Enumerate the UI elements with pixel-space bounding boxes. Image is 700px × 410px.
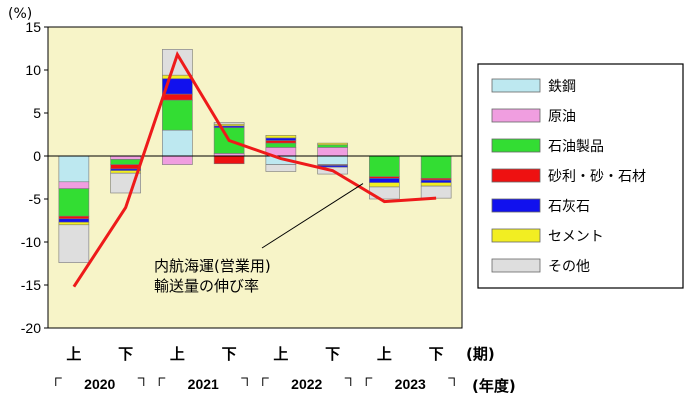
bar-segment bbox=[265, 142, 297, 148]
bar-segment bbox=[58, 218, 90, 223]
legend-label: 砂利・砂・石材 bbox=[548, 169, 646, 185]
legend-swatch bbox=[491, 168, 541, 183]
bar-segment bbox=[110, 155, 141, 160]
bracket-left bbox=[55, 377, 62, 386]
bracket-left bbox=[365, 377, 373, 386]
bar-segment bbox=[110, 159, 141, 165]
y-tick-label: 0 bbox=[33, 148, 41, 164]
legend-label: その他 bbox=[548, 259, 590, 275]
annotation-label: 内航海運(営業用) 輸送量の伸び率 bbox=[154, 257, 271, 295]
bar-segment bbox=[369, 182, 400, 188]
bar-segment bbox=[58, 215, 90, 220]
bar-segment bbox=[265, 137, 297, 141]
legend-label: 石油製品 bbox=[548, 139, 604, 155]
bar-segment bbox=[58, 188, 90, 217]
bar-segment bbox=[317, 142, 348, 146]
bar-segment bbox=[420, 179, 452, 183]
bar-segment bbox=[162, 99, 193, 131]
bar-segment bbox=[369, 178, 400, 183]
legend-swatch bbox=[491, 228, 541, 243]
y-tick-label: -20 bbox=[21, 320, 41, 336]
bar-segment bbox=[213, 155, 245, 165]
bar-segment bbox=[162, 155, 193, 165]
y-tick-label: 15 bbox=[25, 19, 41, 35]
bar-segment bbox=[317, 144, 348, 148]
bar-segment bbox=[317, 155, 348, 165]
bar-segment bbox=[420, 182, 452, 187]
x-axis: 上 下 上 下 上 下 上 下 (期) 2020 2021 2022 2023 (年度) bbox=[55, 345, 516, 395]
legend-swatch bbox=[491, 108, 541, 123]
bar-segment bbox=[58, 181, 90, 189]
x-category-label: 下 bbox=[118, 345, 133, 363]
year-bracket bbox=[262, 377, 352, 386]
year-bracket bbox=[365, 377, 455, 386]
bar-segment bbox=[213, 122, 245, 125]
bar-segment bbox=[58, 224, 90, 263]
legend-swatch bbox=[491, 198, 541, 213]
bar-segment bbox=[265, 135, 297, 139]
y-axis: 15 10 5 0 -5 -10 -15 -20 bbox=[21, 19, 48, 336]
bracket-right bbox=[448, 377, 455, 386]
y-tick-label: 10 bbox=[25, 62, 41, 78]
annotation-line: 輸送量の伸び率 bbox=[154, 277, 259, 295]
bar-segment bbox=[265, 140, 297, 144]
bar-segment bbox=[162, 93, 193, 101]
x-category-label: 下 bbox=[222, 345, 237, 363]
y-tick-label: -10 bbox=[21, 234, 41, 250]
bar-segment bbox=[420, 185, 452, 199]
x-category-label: 上 bbox=[377, 345, 392, 363]
x-category-label: 上 bbox=[170, 345, 185, 363]
y-tick-label: 5 bbox=[33, 105, 41, 121]
year-bracket bbox=[55, 377, 145, 386]
bracket-left bbox=[262, 377, 269, 386]
fiscal-year-label: 2023 bbox=[395, 376, 426, 392]
x-category-label: 上 bbox=[273, 345, 288, 363]
bar-segment bbox=[369, 155, 400, 177]
annotation-leader-line bbox=[261, 183, 364, 249]
fiscal-year-label: 2022 bbox=[291, 376, 322, 392]
bar-segment bbox=[265, 164, 297, 172]
bar-segment bbox=[317, 147, 348, 157]
legend-swatch bbox=[491, 78, 541, 93]
fiscal-year-label: 2021 bbox=[188, 376, 219, 392]
x-category-label: 下 bbox=[429, 345, 444, 363]
bracket-right bbox=[241, 377, 248, 386]
bracket-left bbox=[158, 377, 166, 386]
x-category-label: 上 bbox=[66, 345, 81, 363]
bar-segment bbox=[369, 186, 400, 200]
bar-segment bbox=[162, 74, 193, 79]
bar-segment bbox=[162, 129, 193, 157]
bracket-right bbox=[137, 377, 145, 386]
y-unit-label: (%) bbox=[8, 6, 32, 22]
y-tick-label: -5 bbox=[29, 191, 42, 207]
fiscal-year-label: 2020 bbox=[84, 376, 115, 392]
bar-segment bbox=[420, 155, 452, 179]
bracket-right bbox=[344, 377, 352, 386]
legend-label: セメント bbox=[548, 229, 604, 245]
bar-segment bbox=[58, 221, 90, 226]
period-suffix: (期) bbox=[466, 345, 495, 363]
total-growth-line bbox=[72, 50, 437, 288]
y-tick-label: -15 bbox=[21, 277, 41, 293]
bar-segment bbox=[58, 155, 90, 183]
legend-label: 石灰石 bbox=[548, 199, 590, 215]
bar-segment bbox=[110, 164, 141, 170]
legend-label: 原油 bbox=[548, 109, 576, 125]
legend-swatch bbox=[491, 258, 541, 273]
legend-label: 鉄鋼 bbox=[548, 79, 576, 95]
bars bbox=[58, 49, 452, 263]
legend-swatch bbox=[491, 138, 541, 153]
legend-box bbox=[477, 63, 684, 289]
annotation-line: 内航海運(営業用) bbox=[154, 257, 271, 275]
year-bracket bbox=[158, 377, 248, 386]
x-category-label: 下 bbox=[325, 345, 340, 363]
year-suffix: (年度) bbox=[472, 377, 516, 395]
